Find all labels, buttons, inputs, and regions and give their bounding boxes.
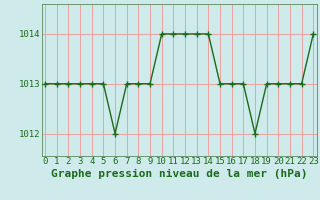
X-axis label: Graphe pression niveau de la mer (hPa): Graphe pression niveau de la mer (hPa): [51, 169, 308, 179]
